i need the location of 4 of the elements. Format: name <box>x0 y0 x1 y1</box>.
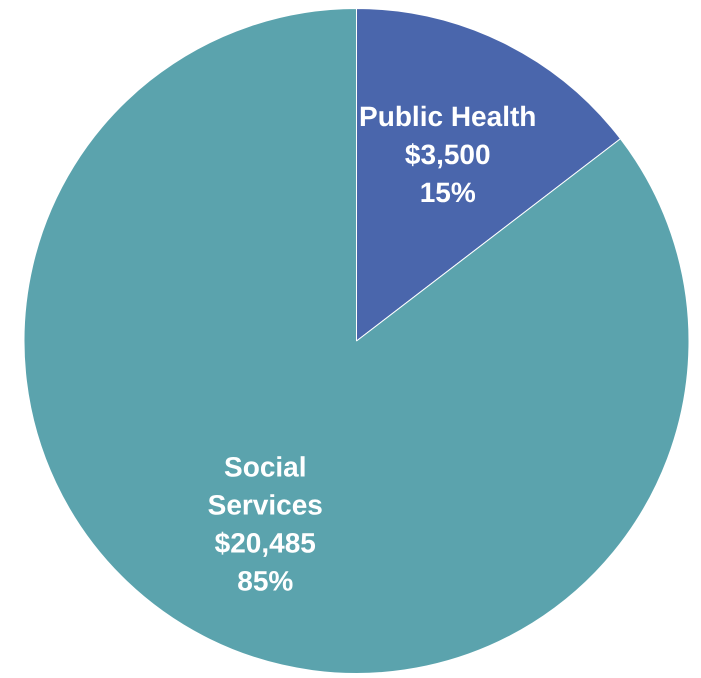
data-label: $3,500 15% <box>404 138 491 208</box>
data-label: $20,485 85% <box>214 528 316 597</box>
slice-label: Public Health <box>359 100 536 132</box>
slice-label: Social Services <box>208 452 323 521</box>
